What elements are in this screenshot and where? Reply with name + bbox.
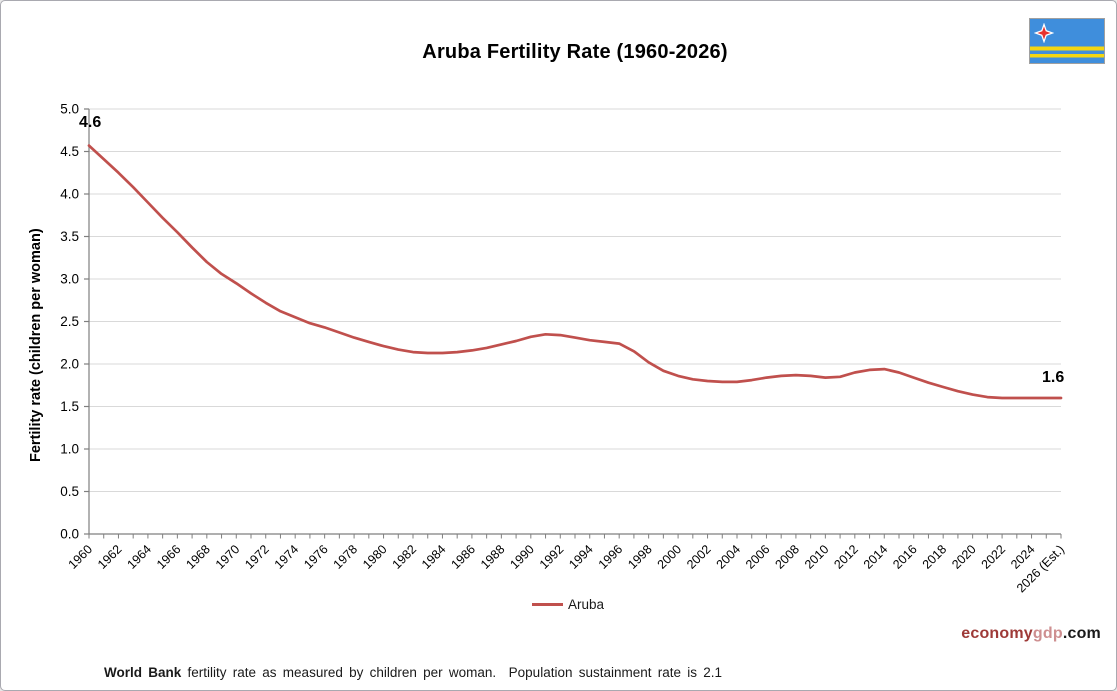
x-tick-label: 2012 (831, 542, 861, 572)
brand-wordmark: economygdp.com (961, 625, 1101, 643)
x-tick-label: 1984 (419, 542, 449, 572)
x-tick-label: 2018 (920, 542, 950, 572)
x-tick-label: 1998 (625, 542, 655, 572)
y-tick-label: 3.5 (60, 229, 79, 244)
y-tick-label: 5.0 (60, 102, 79, 117)
x-tick-label: 1990 (507, 542, 537, 572)
y-tick-label: 4.5 (60, 144, 79, 159)
chart-title: Aruba Fertility Rate (1960-2026) (422, 41, 728, 63)
x-tick-label: 1966 (154, 542, 184, 572)
legend-label: Aruba (568, 596, 605, 612)
x-tick-label: 1982 (390, 542, 420, 572)
y-tick-label: 0.5 (60, 484, 79, 499)
legend-line-swatch (532, 602, 563, 606)
x-tick-label: 2000 (655, 542, 685, 572)
series-line-aruba (87, 144, 1063, 400)
x-tick-label: 1968 (183, 542, 213, 572)
aruba-star-icon (1034, 23, 1054, 43)
footnote: World Bank fertility rate as measured by… (79, 650, 723, 690)
x-tick-label: 2016 (890, 542, 920, 572)
aruba-flag (1029, 18, 1105, 64)
brand-com: .com (1062, 625, 1101, 642)
x-tick-label: 2008 (772, 542, 802, 572)
x-tick-label: 1970 (213, 542, 243, 572)
y-tick-label: 0.0 (60, 527, 79, 542)
x-tick-label: 1976 (301, 542, 331, 572)
x-tick-label: 1962 (95, 542, 125, 572)
y-tick-label: 3.0 (60, 272, 79, 287)
end-value-label: 1.6 (1042, 369, 1065, 386)
legend: Aruba (532, 595, 604, 613)
x-tick-label: 2010 (802, 542, 832, 572)
x-tick-label: 2002 (684, 542, 714, 572)
x-tick-label: 1964 (124, 542, 154, 572)
x-tick-label: 1974 (272, 542, 302, 572)
x-tick-label: 2020 (949, 542, 979, 572)
brand-gdp: gdp (1032, 625, 1063, 642)
brand-economy: economy (961, 625, 1033, 642)
start-value-label: 4.6 (79, 114, 102, 131)
x-tick-label: 1994 (566, 542, 596, 572)
x-tick-label: 1988 (478, 542, 508, 572)
y-tick-label: 2.5 (60, 314, 79, 329)
x-tick-label: 2022 (979, 542, 1009, 572)
y-axis-title: Fertility rate (children per woman) (28, 228, 44, 462)
x-tick-label: 1960 (66, 542, 96, 572)
x-tick-label: 1972 (242, 542, 272, 572)
x-tick-label: 2004 (714, 542, 744, 572)
y-tick-label: 2.0 (60, 357, 79, 372)
x-tick-label: 2006 (743, 542, 773, 572)
x-tick-label: 2014 (861, 542, 891, 572)
y-tick-label: 1.0 (60, 442, 79, 457)
y-tick-label: 1.5 (60, 399, 79, 414)
x-tick-label: 1992 (537, 542, 567, 572)
x-tick-label: 1980 (360, 542, 390, 572)
x-tick-label: 1986 (448, 542, 478, 572)
y-tick-label: 4.0 (60, 187, 79, 202)
x-tick-label: 1978 (331, 542, 361, 572)
footnote-text: fertility rate as measured by children p… (181, 665, 723, 680)
x-tick-label: 1996 (596, 542, 626, 572)
footnote-source: World Bank (104, 665, 182, 680)
